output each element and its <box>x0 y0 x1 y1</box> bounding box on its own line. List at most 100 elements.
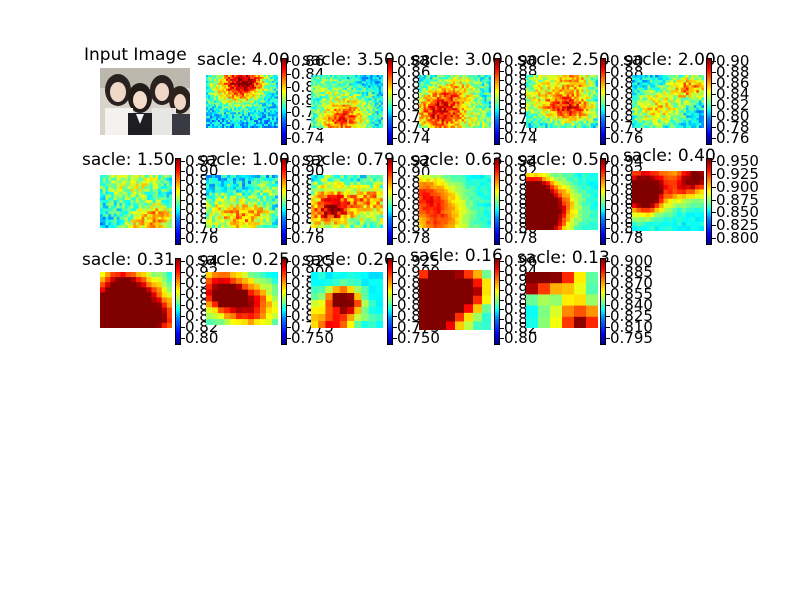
heatmap-cell <box>419 83 422 87</box>
heatmap-cell <box>650 105 654 109</box>
heatmap-cell <box>336 121 340 125</box>
heatmap-cell <box>230 92 233 96</box>
heatmap-cell <box>100 202 104 207</box>
heatmap-cell <box>443 105 447 109</box>
heatmap-cell <box>368 106 371 110</box>
heatmap-cell <box>566 94 570 98</box>
heatmap-cell <box>254 222 258 226</box>
heatmap-cell <box>569 79 573 83</box>
heatmap-cell <box>138 186 143 190</box>
heatmap-cell <box>210 116 213 119</box>
heatmap-cell <box>242 82 245 86</box>
heatmap-cell <box>550 125 553 128</box>
heatmap-cell <box>232 90 235 94</box>
heatmap-cell <box>698 110 703 114</box>
heatmap-cell <box>434 77 438 81</box>
heatmap-cell <box>234 88 237 92</box>
heatmap-cell <box>254 96 257 100</box>
heatmap-cell <box>459 81 463 85</box>
heatmap-cell <box>353 98 357 102</box>
heatmap-cell <box>562 115 565 119</box>
heatmap-cell <box>657 82 661 86</box>
heatmap-cell <box>206 177 210 182</box>
heatmap-cell <box>212 108 215 111</box>
heatmap-cell <box>327 121 331 125</box>
heatmap-cell <box>642 90 646 94</box>
heatmap-cell <box>657 100 661 104</box>
heatmap-cell <box>344 102 348 106</box>
colorbar-tick-mark <box>181 238 185 239</box>
heatmap-cell <box>233 177 237 182</box>
heatmap-cell <box>475 110 479 114</box>
heatmap-cell <box>675 102 679 106</box>
heatmap-cell <box>214 100 217 104</box>
heatmap-cell <box>425 90 429 94</box>
heatmap-cell <box>361 111 365 114</box>
colorbar-tick-mark <box>393 138 397 139</box>
heatmap-cell <box>691 92 695 96</box>
heatmap-cell <box>334 91 338 95</box>
heatmap-cell <box>216 90 219 94</box>
heatmap-cell <box>569 111 573 115</box>
heatmap-cell <box>262 106 265 109</box>
colorbar-tick-mark <box>287 189 291 191</box>
heatmap-cell <box>363 89 367 93</box>
heatmap-cell <box>127 197 132 201</box>
heatmap-cell <box>238 120 241 123</box>
heatmap-cell <box>269 189 273 194</box>
heatmap-cell <box>272 90 275 94</box>
heatmap-cell <box>461 75 465 78</box>
heatmap-cell <box>533 123 537 127</box>
heatmap-cell <box>214 112 217 115</box>
colorbar-tick-mark <box>287 170 291 172</box>
heatmap-cell <box>550 113 553 117</box>
heatmap-cell <box>482 97 485 100</box>
heatmap-cell <box>224 201 228 206</box>
colorbar-tick-mark <box>181 189 185 191</box>
heatmap-cell <box>214 75 217 78</box>
heatmap-cell <box>683 85 687 89</box>
heatmap-cell <box>349 121 352 125</box>
heatmap-cell <box>100 194 104 198</box>
heatmap-cell <box>691 117 695 122</box>
heatmap-cell <box>470 123 474 127</box>
heatmap-cell <box>102 194 107 198</box>
heatmap-cell <box>657 107 661 111</box>
heatmap-cell <box>355 117 359 121</box>
heatmap-cell <box>350 184 355 189</box>
heatmap-cell <box>439 77 443 81</box>
heatmap-cell <box>562 96 565 100</box>
heatmap-cell <box>141 222 145 226</box>
heatmap-cell <box>233 219 237 223</box>
heatmap-cell <box>355 104 359 108</box>
heatmap-cell <box>361 81 365 85</box>
heatmap-cell <box>380 115 383 118</box>
heatmap-cell <box>662 107 667 111</box>
heatmap-cell <box>675 122 679 127</box>
heatmap-cell <box>673 100 677 104</box>
heatmap-cell <box>315 85 318 89</box>
heatmap-cell <box>680 92 685 96</box>
heatmap-cell <box>351 87 354 91</box>
heatmap-cell <box>357 94 361 97</box>
heatmap-cell <box>100 180 104 184</box>
heatmap-cell <box>562 77 565 81</box>
heatmap-cell <box>230 213 234 217</box>
heatmap-cell <box>208 110 211 113</box>
heatmap-cell <box>468 94 472 98</box>
heatmap-cell <box>351 79 354 82</box>
heatmap-cell <box>468 114 472 118</box>
heatmap-cell <box>680 75 685 79</box>
heatmap-cell <box>256 90 259 94</box>
heatmap-cell <box>475 108 479 111</box>
heatmap-cell <box>363 75 367 78</box>
heatmap-cell <box>262 114 265 117</box>
heatmap-cell <box>275 183 278 188</box>
heatmap-cell <box>550 77 553 81</box>
heatmap-cell <box>311 106 314 110</box>
heatmap-cell <box>581 103 585 107</box>
heatmap-cell <box>590 108 594 112</box>
heatmap-cell <box>590 89 594 93</box>
heatmap-cell <box>473 108 476 111</box>
heatmap-cell <box>588 75 592 79</box>
